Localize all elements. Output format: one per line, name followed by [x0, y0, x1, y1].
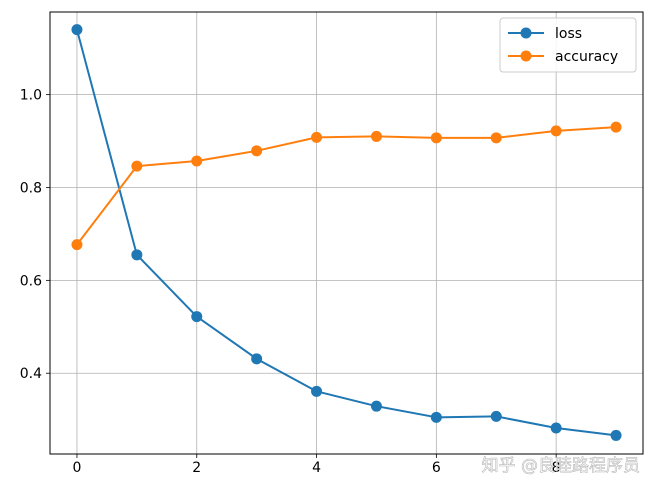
axis-ticks: 0 2 4 6 8 0.4 0.6 0.8 1.0 [20, 88, 561, 476]
y-tick-label: 0.8 [20, 181, 42, 197]
x-tick-label: 0 [72, 460, 81, 476]
plot-frame [49, 11, 644, 455]
accuracy-series-line [76, 126, 617, 246]
accuracy-point [191, 155, 203, 167]
loss-point [311, 385, 323, 397]
watermark: 知乎 @良睦路程序员 [482, 456, 640, 476]
accuracy-point [490, 132, 502, 144]
x-tick-label: 4 [312, 460, 321, 476]
y-tick-label: 0.4 [20, 366, 42, 382]
accuracy-point [430, 132, 442, 144]
accuracy-point [71, 239, 83, 251]
accuracy-point [550, 125, 562, 137]
loss-point [430, 411, 442, 423]
loss-point [490, 410, 502, 422]
y-tick-label: 0.6 [20, 273, 42, 289]
loss-point [610, 429, 622, 441]
accuracy-point [370, 130, 382, 142]
legend-label-accuracy: accuracy [555, 49, 618, 65]
loss-point [370, 400, 382, 412]
legend-marker-loss [520, 27, 532, 39]
x-tick-label: 6 [432, 460, 441, 476]
accuracy-point [131, 160, 143, 172]
legend-label-loss: loss [555, 26, 582, 42]
loss-point [191, 311, 203, 323]
loss-point [550, 422, 562, 434]
loss-series-line [75, 29, 617, 437]
legend: loss accuracy [499, 17, 637, 73]
accuracy-point [251, 145, 263, 157]
x-tick-label: 8 [552, 460, 561, 476]
grid [50, 12, 643, 454]
accuracy-point [311, 131, 323, 143]
x-tick-label: 2 [192, 460, 201, 476]
legend-box [499, 17, 637, 73]
loss-point [251, 353, 263, 365]
accuracy-point [610, 121, 622, 133]
legend-marker-accuracy [520, 50, 532, 62]
y-tick-label: 1.0 [20, 88, 42, 104]
loss-point [71, 24, 83, 36]
series-layer [71, 24, 622, 441]
loss-point [131, 249, 143, 261]
